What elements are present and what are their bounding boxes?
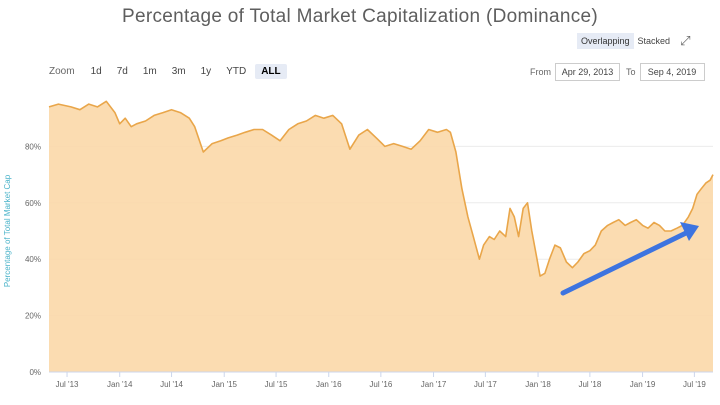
x-tick-label: Jan '15	[211, 380, 237, 389]
y-tick-label: 60%	[25, 199, 41, 208]
trend-arrow	[560, 222, 699, 296]
date-range: From Apr 29, 2013 To Sep 4, 2019	[530, 63, 711, 81]
from-label: From	[530, 67, 551, 77]
zoom-all-button[interactable]: ALL	[255, 64, 287, 79]
x-tick-label: Jul '18	[578, 380, 601, 389]
x-tick-label: Jan '17	[421, 380, 447, 389]
zoom-1y-button[interactable]: 1y	[200, 66, 212, 77]
from-date-input[interactable]: Apr 29, 2013	[555, 63, 620, 81]
zoom-bar: Zoom 1d 7d 1m 3m 1y YTD ALL	[49, 64, 290, 79]
overlapping-button[interactable]: Overlapping	[577, 33, 634, 49]
x-tick-label: Jan '14	[107, 380, 133, 389]
y-axis-label: Percentage of Total Market Cap	[3, 174, 12, 287]
y-tick-label: 80%	[25, 142, 41, 151]
zoom-7d-button[interactable]: 7d	[116, 66, 128, 77]
stacked-button[interactable]: Stacked	[637, 36, 671, 46]
zoom-1m-button[interactable]: 1m	[142, 66, 157, 77]
arrow-shaft	[560, 230, 689, 296]
x-tick-label: Jul '16	[369, 380, 392, 389]
x-tick-label: Jan '18	[525, 380, 551, 389]
dominance-area	[49, 101, 713, 373]
x-tick-label: Jul '15	[265, 380, 288, 389]
zoom-3m-button[interactable]: 3m	[171, 66, 186, 77]
zoom-1d-button[interactable]: 1d	[90, 66, 102, 77]
y-tick-label: 0%	[29, 368, 41, 377]
x-tick-label: Jul '13	[56, 380, 79, 389]
x-tick-label: Jul '14	[160, 380, 183, 389]
y-axis-ticks: 0% 20% 40% 60% 80%	[25, 142, 41, 377]
x-tick-label: Jan '16	[316, 380, 342, 389]
mode-toggle: Overlapping Stacked ⤢	[577, 33, 690, 49]
expand-icon[interactable]: ⤢	[680, 33, 691, 48]
to-date-input[interactable]: Sep 4, 2019	[639, 63, 705, 81]
to-label: To	[626, 67, 636, 77]
zoom-label: Zoom	[49, 66, 75, 77]
x-tick-label: Jul '19	[683, 380, 706, 389]
chart-title: Percentage of Total Market Capitalizatio…	[122, 6, 598, 27]
x-tick-label: Jan '19	[630, 380, 656, 389]
x-axis-ticks: Jul '13 Jan '14 Jul '14 Jan '15 Jul '15 Jan '…	[49, 371, 713, 389]
x-tick-label: Jul '17	[474, 380, 497, 389]
arrow-head	[680, 222, 699, 241]
zoom-ytd-button[interactable]: YTD	[226, 66, 247, 77]
y-tick-label: 40%	[25, 255, 41, 264]
dominance-line	[48, 100, 714, 277]
y-tick-label: 20%	[25, 312, 41, 321]
